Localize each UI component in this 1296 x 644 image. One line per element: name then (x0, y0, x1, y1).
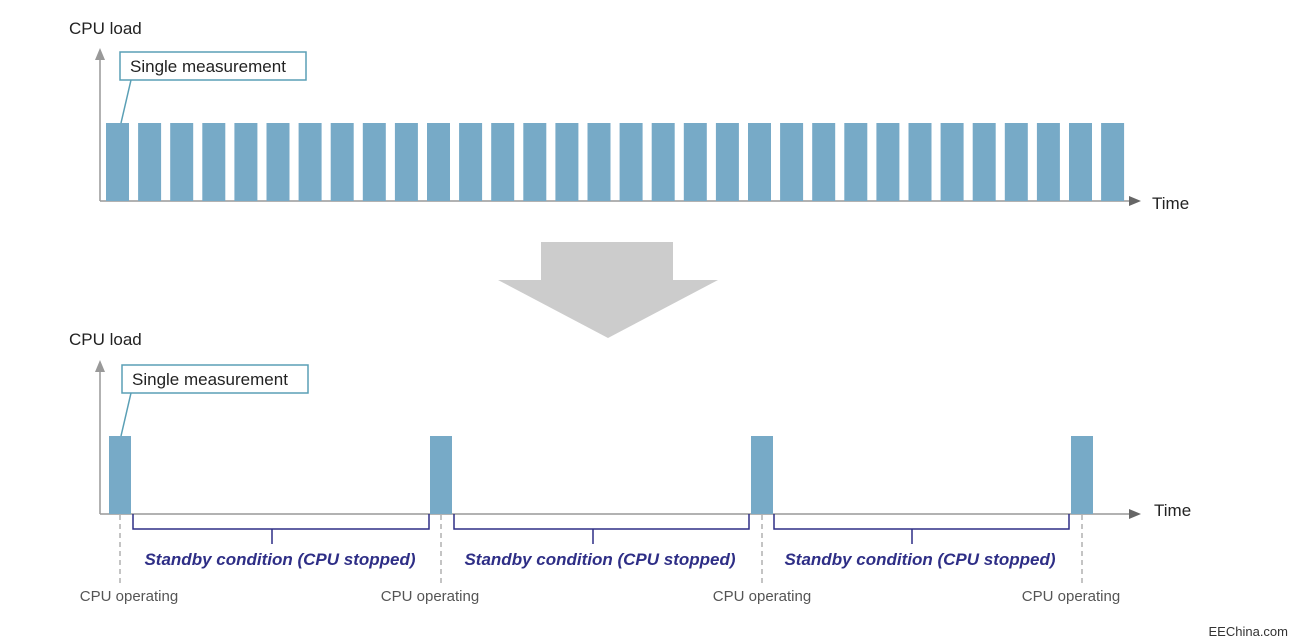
top-callout-label: Single measurement (130, 57, 286, 76)
top-chart: CPU load Time Single measurement (69, 19, 1189, 213)
operating-label-1: CPU operating (80, 588, 178, 605)
measurement-bar (972, 123, 996, 201)
measurement-bar (234, 123, 258, 201)
bottom-callout-leader (120, 392, 132, 437)
measurement-bar (459, 123, 483, 201)
measurement-bar (202, 123, 226, 201)
measurement-bar (491, 123, 515, 201)
bottom-x-axis-arrowhead (1129, 509, 1141, 519)
measurement-bar (940, 123, 964, 201)
bottom-callout-label: Single measurement (132, 370, 288, 389)
measurement-bar (1101, 123, 1125, 201)
measurement-bar (1069, 123, 1092, 201)
standby-bracket-3 (773, 514, 1070, 544)
standby-bracket-2 (453, 514, 750, 544)
standby-label-1: Standby condition (CPU stopped) (144, 550, 415, 569)
measurement-bar (908, 123, 932, 201)
measurement-bar (812, 123, 836, 201)
measurement-bar (587, 123, 611, 201)
standby-bracket-1 (132, 514, 430, 544)
down-arrow-icon (498, 242, 718, 338)
top-x-axis-label: Time (1152, 194, 1189, 213)
measurement-bar (619, 123, 643, 201)
operating-label-3: CPU operating (713, 588, 811, 605)
measurement-bar (876, 123, 900, 201)
measurement-bar (1036, 123, 1060, 201)
measurement-bar (715, 123, 739, 201)
measurement-bar (427, 123, 450, 201)
standby-label-2: Standby condition (CPU stopped) (464, 550, 735, 569)
measurement-bar (394, 123, 418, 201)
operating-bar-1 (109, 436, 131, 514)
operating-bar-4 (1071, 436, 1093, 514)
operating-label-4: CPU operating (1022, 588, 1120, 605)
operating-label-2: CPU operating (381, 588, 479, 605)
measurement-bar (748, 123, 771, 201)
measurement-bar (651, 123, 675, 201)
top-callout-leader (120, 79, 132, 124)
measurement-bar (523, 123, 547, 201)
top-bars (106, 123, 1125, 201)
operating-bar-3 (751, 436, 773, 514)
bottom-chart: CPU load Time Standby condition (CPU sto… (69, 330, 1191, 605)
measurement-bar (555, 123, 579, 201)
measurement-bar (330, 123, 354, 201)
measurement-bar (1004, 123, 1028, 201)
top-x-axis-arrowhead (1129, 196, 1141, 206)
top-callout-box (119, 51, 307, 81)
measurement-bar (170, 123, 194, 201)
measurement-bar (844, 123, 868, 201)
bottom-callout-box (121, 364, 309, 394)
measurement-bar (780, 123, 804, 201)
measurement-bar (298, 123, 322, 201)
standby-label-3: Standby condition (CPU stopped) (784, 550, 1055, 569)
bottom-y-axis-label: CPU load (69, 330, 142, 349)
measurement-bar (138, 123, 162, 201)
operating-bar-2 (430, 436, 452, 514)
measurement-bar (106, 123, 129, 201)
bottom-x-axis-label: Time (1154, 501, 1191, 520)
credit-label: EEChina.com (1209, 624, 1288, 639)
top-y-axis-label: CPU load (69, 19, 142, 38)
measurement-bar (266, 123, 290, 201)
top-y-axis-arrowhead (95, 48, 105, 60)
measurement-bar (683, 123, 707, 201)
transition-arrow (498, 242, 718, 338)
bottom-y-axis-arrowhead (95, 360, 105, 372)
measurement-bar (362, 123, 386, 201)
